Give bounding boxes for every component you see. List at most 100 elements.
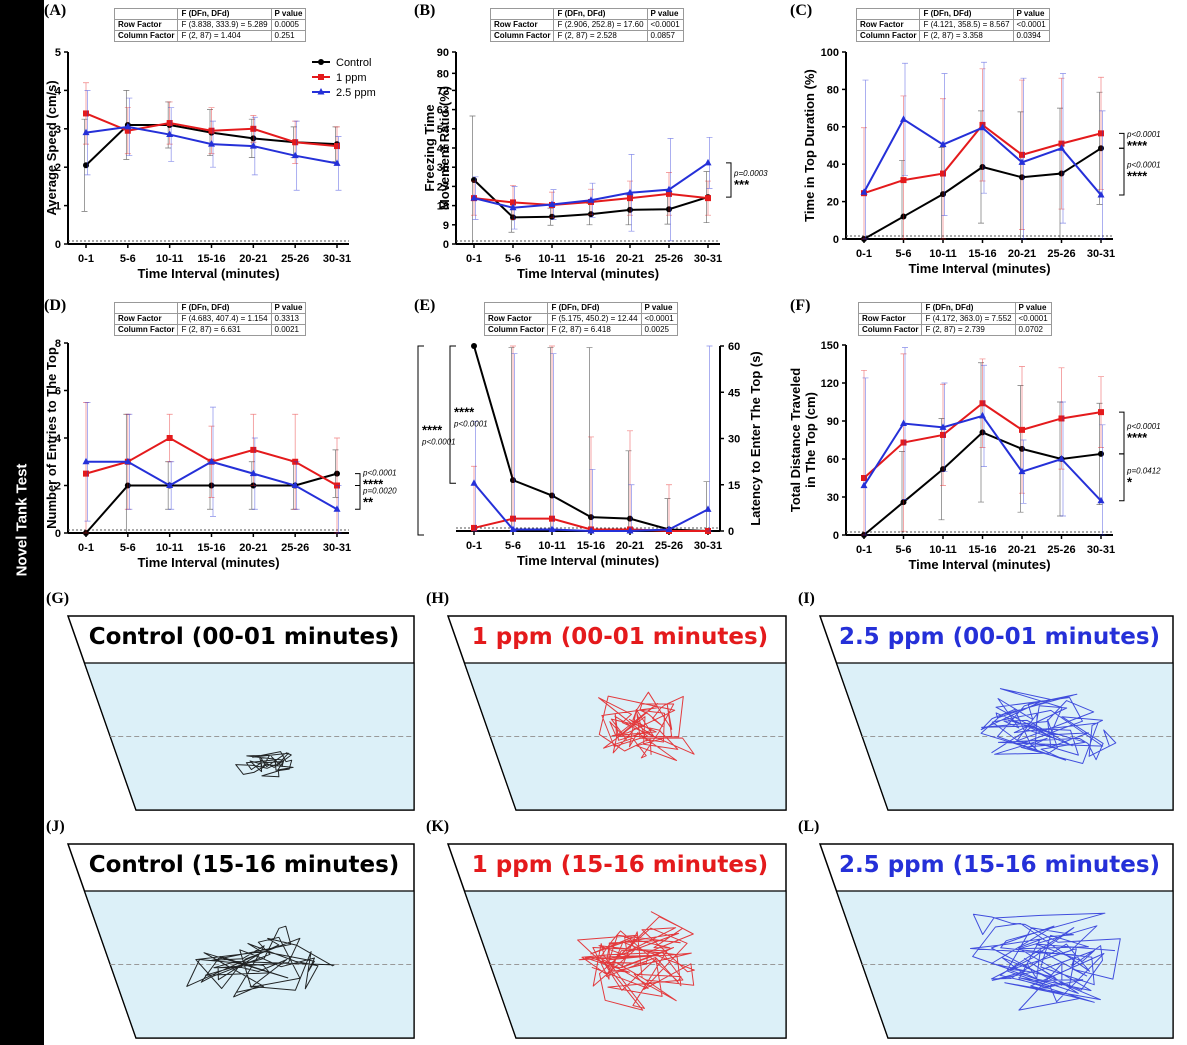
x-axis-label: Time Interval (minutes) xyxy=(137,555,279,570)
tank-panel-j: (J) Control (15-16 minutes) xyxy=(44,818,424,1043)
x-tick-label: 15-16 xyxy=(197,542,225,554)
y-tick-label: 72 xyxy=(437,85,449,97)
tank-water xyxy=(835,662,1174,811)
data-point xyxy=(208,457,215,465)
data-point xyxy=(166,130,174,138)
error-bar xyxy=(899,451,905,536)
data-point xyxy=(940,170,946,177)
data-point xyxy=(82,128,90,136)
data-point xyxy=(82,457,90,465)
data-point xyxy=(83,470,89,477)
stat-table-cell: 0.251 xyxy=(270,30,307,42)
swim-trajectory xyxy=(598,691,695,761)
y-axis-label: Freezing Time xyxy=(422,104,437,191)
stat-table-cell: Column Factor xyxy=(113,324,179,336)
x-tick-label: 20-21 xyxy=(239,542,267,554)
data-point xyxy=(704,505,712,512)
x-tick-label: 30-31 xyxy=(323,253,351,265)
y-tick-label: 6 xyxy=(55,386,61,398)
x-tick-label: 20-21 xyxy=(1008,544,1036,556)
legend-label: 2.5 ppm xyxy=(336,87,376,99)
stat-table-cell: Column Factor xyxy=(857,324,923,336)
data-point xyxy=(291,151,299,159)
x-axis-label: Time Interval (minutes) xyxy=(517,266,659,281)
data-point xyxy=(83,110,89,117)
error-bar xyxy=(940,98,946,240)
significance-stars: ** xyxy=(363,494,374,509)
x-tick-label: 15-16 xyxy=(197,253,225,265)
tank-title: Control (15-16 minutes) xyxy=(88,852,400,878)
y-axis-label: Total Distance Traveled xyxy=(788,368,803,512)
error-bar xyxy=(511,353,518,532)
chart-svg: 0 2 4 6 8 0-1 5-6 10-11 15-16 20-21 25-26 30-31 Time… xyxy=(44,338,397,570)
error-bar xyxy=(706,345,713,532)
data-point xyxy=(166,120,173,127)
significance-bracket xyxy=(355,485,361,510)
data-point xyxy=(509,525,517,532)
data-point xyxy=(900,177,907,184)
x-tick-label: 10-11 xyxy=(929,248,957,260)
stat-table-row: Column Factor F (2, 87) = 2.739 0.0702 xyxy=(857,324,1052,336)
p-value-label: p<0.0001 xyxy=(1126,161,1161,170)
data-point xyxy=(1058,455,1065,462)
y-axis-label: Movement Ratio (%) xyxy=(437,86,452,210)
stat-table-cell: P value xyxy=(1014,302,1052,314)
error-bar xyxy=(123,413,130,534)
y-axis-label: Time in Top Duration (%) xyxy=(802,69,817,222)
tank-title: 2.5 ppm (00-01 minutes) xyxy=(838,624,1161,650)
significance-bracket xyxy=(1119,453,1125,502)
tank-svg xyxy=(446,843,787,1039)
panel-e: (E) F (DFn, DFd) P value Row Factor F (5.175… xyxy=(414,295,790,585)
tank-svg xyxy=(818,843,1174,1039)
swim-trajectory xyxy=(235,751,294,778)
panel-label: (E) xyxy=(414,297,436,314)
data-point xyxy=(548,200,556,208)
y-tick-label: 8 xyxy=(55,338,61,350)
x-tick-label: 10-11 xyxy=(538,253,566,265)
error-bar xyxy=(862,377,869,536)
x-tick-label: 10-11 xyxy=(538,540,566,552)
significance-bracket xyxy=(1119,147,1125,196)
y-tick-label: 2 xyxy=(55,162,61,174)
x-tick-label: 10-11 xyxy=(156,542,184,554)
y-tick-label: 0 xyxy=(833,530,839,542)
x-tick-label: 5-6 xyxy=(505,540,521,552)
legend-label: 1 ppm xyxy=(336,72,367,84)
y-tick-label: 63 xyxy=(437,105,449,117)
significance-stars: **** xyxy=(1127,430,1148,445)
data-point xyxy=(124,457,132,465)
y-tick-label: 120 xyxy=(821,378,839,390)
error-bar xyxy=(1099,424,1106,536)
stat-table: F (DFn, DFd) P value Row Factor F (3.838, 3… xyxy=(113,8,307,42)
swim-trajectory xyxy=(980,688,1117,764)
p-value-label: p=0.0412 xyxy=(1126,466,1161,475)
error-bar xyxy=(549,345,555,532)
significance-bracket xyxy=(1119,132,1125,149)
swim-trajectory xyxy=(577,911,695,1011)
y-tick-label: 0 xyxy=(55,239,61,251)
tank-title: Control (00-01 minutes) xyxy=(88,624,400,650)
stat-table: F (DFn, DFd) P value Row Factor F (4.121, 3… xyxy=(855,8,1050,42)
data-point xyxy=(1019,426,1025,433)
legend-label: Control xyxy=(336,57,371,69)
sidebar-label: Novel Tank Test xyxy=(13,463,31,577)
x-tick-label: 0-1 xyxy=(466,253,482,265)
x-tick-label: 30-31 xyxy=(1087,544,1115,556)
x-tick-label: 0-1 xyxy=(78,542,94,554)
data-point xyxy=(626,188,634,196)
swim-trajectory xyxy=(970,912,1121,1011)
x-tick-label: 20-21 xyxy=(616,540,644,552)
error-bar xyxy=(586,347,593,532)
y-tick-label: 0 xyxy=(728,526,734,538)
y-tick-label: 90 xyxy=(437,47,449,59)
significance-stars: * xyxy=(1127,474,1133,489)
y-tick-label: 60 xyxy=(728,341,740,353)
data-point xyxy=(249,469,257,477)
data-point xyxy=(704,158,712,166)
y-tick-label: 0 xyxy=(443,239,449,251)
tank-water xyxy=(463,890,787,1039)
x-tick-label: 15-16 xyxy=(968,544,996,556)
stat-table-cell: Column Factor xyxy=(483,324,549,336)
x-axis-label: Time Interval (minutes) xyxy=(908,261,1050,276)
chart-svg: 0 9 18 27 36 45 54 63 72 80 90 0-1 5-6 10-11 15-16 20-2… xyxy=(422,47,768,281)
